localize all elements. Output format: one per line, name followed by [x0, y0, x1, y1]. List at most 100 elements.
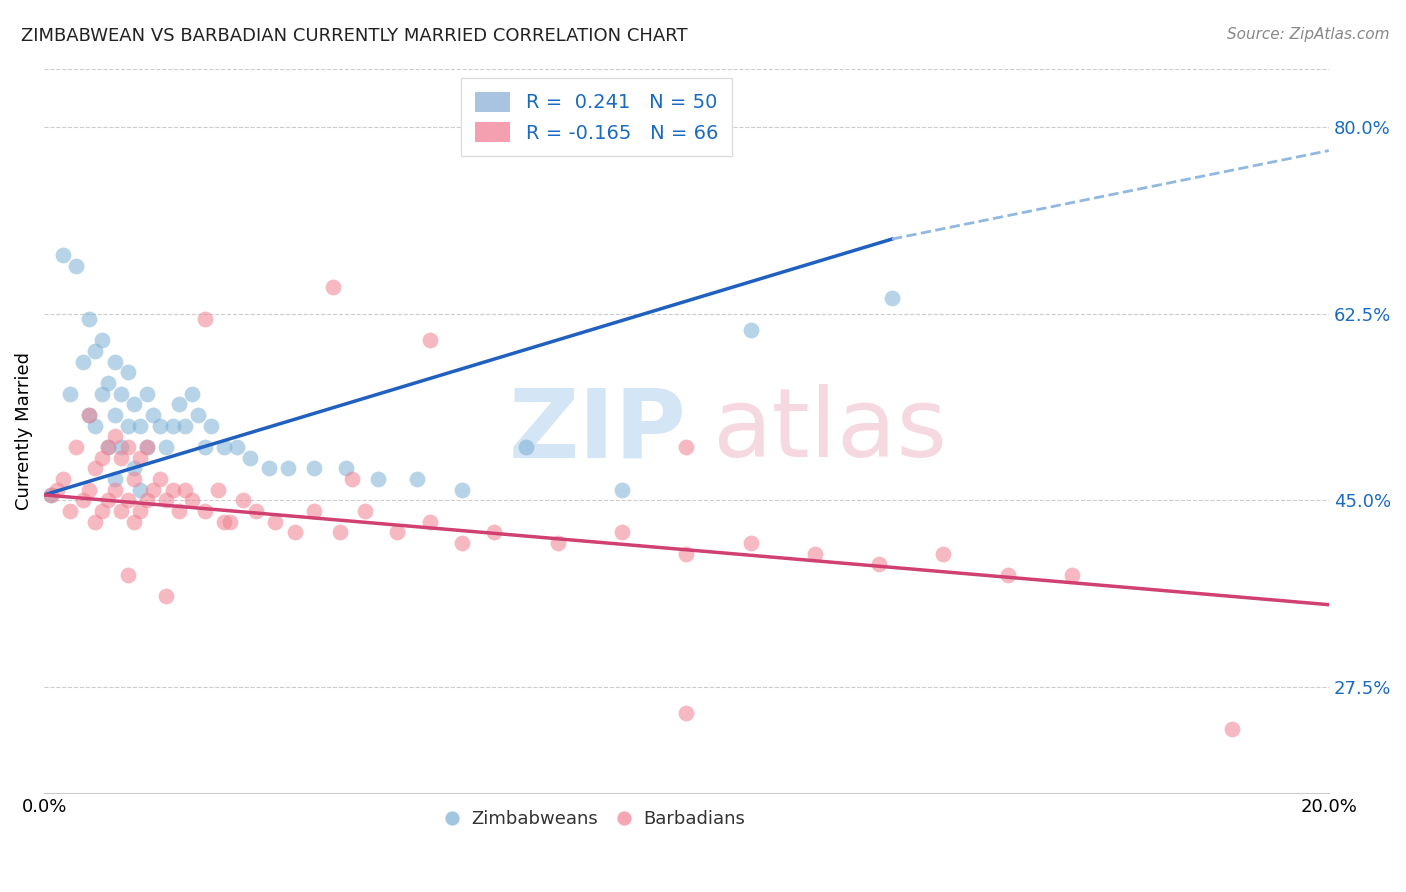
- Point: [194, 440, 217, 454]
- Point: [39, 488, 62, 502]
- Point: [104, 483, 127, 497]
- Point: [110, 450, 132, 465]
- Point: [450, 483, 472, 497]
- Point: [135, 493, 157, 508]
- Point: [450, 536, 472, 550]
- Y-axis label: Currently Married: Currently Married: [15, 352, 32, 510]
- Point: [174, 483, 197, 497]
- Point: [117, 440, 139, 454]
- Point: [65, 259, 87, 273]
- Point: [239, 450, 262, 465]
- Point: [129, 504, 152, 518]
- Point: [129, 450, 152, 465]
- Point: [77, 408, 100, 422]
- Point: [868, 557, 890, 571]
- Point: [804, 547, 827, 561]
- Point: [675, 706, 697, 721]
- Point: [167, 397, 190, 411]
- Point: [72, 354, 94, 368]
- Text: ZIP: ZIP: [509, 384, 686, 477]
- Point: [335, 461, 357, 475]
- Point: [180, 386, 202, 401]
- Point: [1060, 567, 1083, 582]
- Point: [1222, 723, 1244, 737]
- Point: [367, 472, 389, 486]
- Point: [104, 429, 127, 443]
- Point: [219, 515, 242, 529]
- Point: [155, 493, 177, 508]
- Point: [225, 440, 247, 454]
- Point: [277, 461, 299, 475]
- Point: [110, 440, 132, 454]
- Point: [110, 386, 132, 401]
- Point: [187, 408, 209, 422]
- Point: [135, 386, 157, 401]
- Point: [122, 472, 145, 486]
- Point: [117, 493, 139, 508]
- Point: [162, 418, 184, 433]
- Point: [104, 354, 127, 368]
- Point: [122, 397, 145, 411]
- Point: [329, 525, 352, 540]
- Point: [418, 334, 440, 348]
- Point: [740, 536, 762, 550]
- Text: atlas: atlas: [711, 384, 948, 477]
- Point: [46, 483, 69, 497]
- Point: [302, 504, 325, 518]
- Point: [387, 525, 409, 540]
- Point: [264, 515, 287, 529]
- Point: [90, 334, 112, 348]
- Text: Source: ZipAtlas.com: Source: ZipAtlas.com: [1226, 27, 1389, 42]
- Point: [122, 515, 145, 529]
- Point: [39, 488, 62, 502]
- Point: [547, 536, 569, 550]
- Text: ZIMBABWEAN VS BARBADIAN CURRENTLY MARRIED CORRELATION CHART: ZIMBABWEAN VS BARBADIAN CURRENTLY MARRIE…: [21, 27, 688, 45]
- Point: [97, 440, 120, 454]
- Point: [97, 493, 120, 508]
- Point: [212, 515, 235, 529]
- Point: [194, 312, 217, 326]
- Point: [97, 376, 120, 390]
- Point: [482, 525, 505, 540]
- Point: [84, 515, 107, 529]
- Point: [97, 440, 120, 454]
- Point: [149, 472, 172, 486]
- Point: [135, 440, 157, 454]
- Point: [135, 440, 157, 454]
- Point: [52, 248, 75, 262]
- Point: [117, 418, 139, 433]
- Point: [77, 312, 100, 326]
- Point: [129, 418, 152, 433]
- Point: [675, 440, 697, 454]
- Point: [174, 418, 197, 433]
- Point: [245, 504, 267, 518]
- Point: [90, 386, 112, 401]
- Point: [212, 440, 235, 454]
- Point: [59, 504, 82, 518]
- Point: [77, 483, 100, 497]
- Point: [180, 493, 202, 508]
- Point: [675, 547, 697, 561]
- Point: [84, 418, 107, 433]
- Point: [90, 504, 112, 518]
- Point: [302, 461, 325, 475]
- Point: [149, 418, 172, 433]
- Point: [77, 408, 100, 422]
- Point: [207, 483, 229, 497]
- Point: [72, 493, 94, 508]
- Point: [232, 493, 254, 508]
- Point: [155, 589, 177, 603]
- Point: [122, 461, 145, 475]
- Point: [162, 483, 184, 497]
- Point: [515, 440, 537, 454]
- Point: [104, 408, 127, 422]
- Point: [200, 418, 222, 433]
- Point: [142, 483, 165, 497]
- Point: [167, 504, 190, 518]
- Point: [52, 472, 75, 486]
- Point: [284, 525, 307, 540]
- Point: [194, 504, 217, 518]
- Point: [418, 515, 440, 529]
- Point: [65, 440, 87, 454]
- Point: [117, 567, 139, 582]
